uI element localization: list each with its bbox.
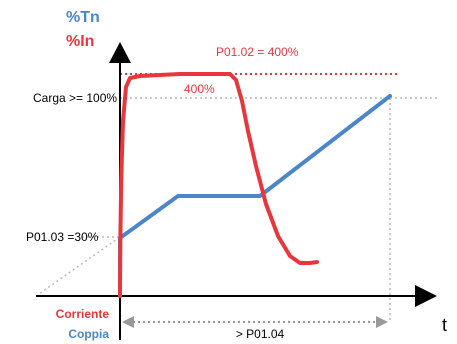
y-tick-label-load: Carga >= 100%: [33, 91, 117, 105]
x-axis-arrowhead: [415, 285, 437, 307]
series-line-current: [118, 72, 319, 298]
series-line-torque: [118, 94, 392, 298]
ref-line-label: P01.02 = 400%: [216, 45, 299, 59]
y-axis-arrowhead: [109, 42, 131, 63]
peak-label: 400%: [184, 82, 215, 96]
y-tick-label-start: P01.03 =30%: [26, 230, 99, 244]
legend-current: Corriente: [56, 307, 110, 321]
y-label-torque: %Tn: [66, 9, 100, 26]
x-span-label: > P01.04: [236, 327, 285, 341]
guide-diagonal: [35, 236, 121, 297]
legend-torque: Coppia: [68, 327, 109, 341]
y-label-current: %In: [66, 33, 94, 50]
x-axis-label: t: [442, 315, 447, 335]
